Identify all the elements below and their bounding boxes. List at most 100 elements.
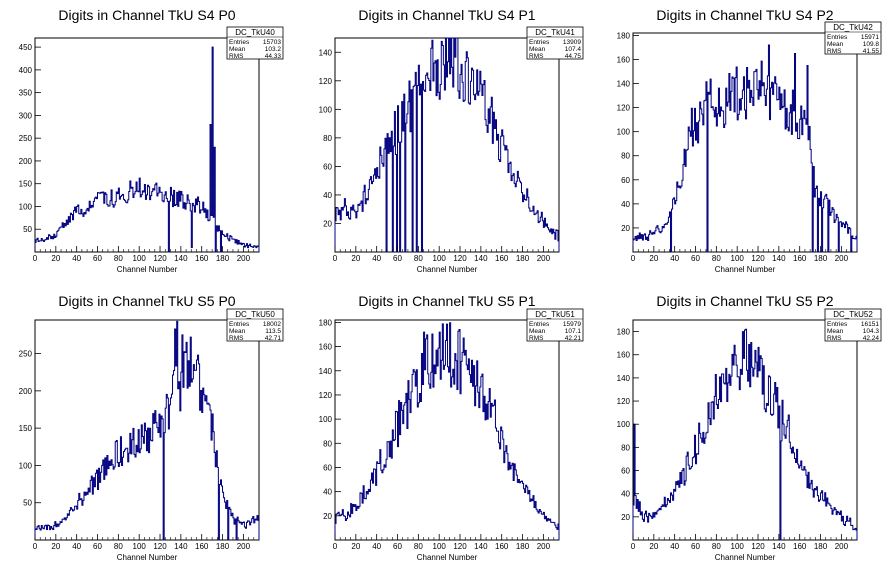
y-tick-label: 160: [617, 55, 631, 64]
stats-value-mean: 103.2: [265, 46, 282, 53]
x-tick-label: 60: [393, 254, 402, 263]
y-tick-label: 300: [19, 111, 33, 120]
x-tick-label: 0: [333, 542, 338, 551]
x-tick-label: 20: [649, 254, 658, 263]
stats-label-entries: Entries: [827, 321, 848, 328]
stats-value-entries: 18002: [263, 321, 281, 328]
stats-label-entries: Entries: [529, 39, 550, 46]
x-tick-label: 140: [474, 542, 488, 551]
y-tick-label: 40: [323, 191, 332, 200]
stats-value-mean: 107.1: [565, 328, 582, 335]
x-tick-label: 160: [793, 254, 807, 263]
x-tick-label: 40: [372, 254, 381, 263]
x-tick-label: 80: [414, 254, 423, 263]
x-tick-label: 180: [216, 254, 230, 263]
x-tick-label: 200: [835, 254, 849, 263]
chart-title: Digits in Channel TkU S4 P2: [656, 7, 833, 23]
stats-value-entries: 16151: [861, 321, 879, 328]
x-tick-label: 120: [751, 254, 765, 263]
plot-frame: [632, 319, 858, 541]
x-tick-label: 200: [237, 542, 251, 551]
y-tick-label: 150: [19, 424, 33, 433]
x-tick-label: 100: [731, 542, 745, 551]
stats-value-entries: 15703: [263, 39, 281, 46]
histogram-panel-1: Digits in Channel TkU S4 P1 0 20 40 60 80 100 1…: [319, 7, 584, 274]
stats-box-frame: [226, 308, 284, 342]
x-tick-label: 160: [793, 542, 807, 551]
x-axis-label: Channel Number: [417, 553, 478, 562]
stats-box-name: DC_TkU41: [535, 28, 575, 37]
histogram-series: [34, 320, 260, 541]
y-tick-label: 400: [19, 66, 33, 75]
stats-label-mean: Mean: [529, 328, 546, 335]
x-tick-label: 40: [72, 542, 81, 551]
y-tick-label: 200: [19, 387, 33, 396]
x-tick-label: 0: [333, 254, 338, 263]
stats-value-mean: 104.3: [863, 328, 880, 335]
y-tick-label: 140: [617, 374, 631, 383]
stats-box: DC_TkU50 Entries 18002 Mean 113.5 RMS 42.71: [226, 308, 284, 342]
x-tick-label: 200: [537, 542, 551, 551]
y-tick-label: 120: [617, 104, 631, 113]
x-tick-label: 180: [216, 542, 230, 551]
stats-value-rms: 44.75: [565, 53, 582, 60]
y-tick-label: 350: [19, 89, 33, 98]
x-tick-label: 20: [51, 254, 60, 263]
x-tick-label: 60: [393, 542, 402, 551]
x-tick-label: 40: [670, 542, 679, 551]
chart-title: Digits in Channel TkU S5 P0: [58, 293, 235, 309]
x-axis-label: Channel Number: [715, 553, 776, 562]
stats-box-name: DC_TkU50: [235, 310, 275, 319]
stats-value-entries: 15979: [563, 321, 581, 328]
x-tick-label: 60: [691, 254, 700, 263]
stats-box-name: DC_TkU51: [535, 310, 575, 319]
x-tick-label: 180: [814, 254, 828, 263]
x-tick-label: 160: [195, 254, 209, 263]
plot-frame: [34, 37, 260, 253]
y-tick-label: 60: [323, 162, 332, 171]
y-tick-label: 80: [323, 439, 332, 448]
histogram-series: [632, 44, 858, 253]
x-tick-label: 40: [72, 254, 81, 263]
x-tick-label: 180: [516, 254, 530, 263]
x-tick-label: 120: [153, 254, 167, 263]
x-tick-label: 120: [453, 542, 467, 551]
x-tick-label: 120: [751, 542, 765, 551]
x-tick-label: 40: [372, 542, 381, 551]
x-tick-label: 180: [516, 542, 530, 551]
x-tick-label: 100: [133, 254, 147, 263]
y-tick-label: 80: [323, 134, 332, 143]
histogram-panel-4: Digits in Channel TkU S5 P1 0 20 40 60 80 100 1…: [319, 293, 584, 562]
y-tick-label: 100: [319, 415, 333, 424]
stats-box-frame: [824, 21, 882, 55]
plot-frame: [34, 319, 260, 541]
y-tick-label: 80: [621, 443, 630, 452]
stats-value-rms: 42.21: [565, 335, 582, 342]
y-tick-label: 100: [19, 461, 33, 470]
y-tick-label: 250: [19, 134, 33, 143]
y-tick-label: 40: [323, 488, 332, 497]
stats-value-rms: 42.71: [265, 335, 282, 342]
stats-value-rms: 41.55: [863, 48, 880, 55]
y-tick-label: 140: [319, 48, 333, 57]
y-tick-label: 100: [19, 202, 33, 211]
x-axis-label: Channel Number: [715, 265, 776, 274]
plot-frame: [334, 37, 560, 253]
y-tick-label: 180: [319, 318, 333, 327]
plot-frame: [632, 32, 858, 253]
stats-label-rms: RMS: [229, 53, 244, 60]
x-tick-label: 100: [433, 254, 447, 263]
y-tick-label: 100: [617, 420, 631, 429]
x-tick-label: 120: [453, 254, 467, 263]
x-tick-label: 200: [537, 254, 551, 263]
histogram-panel-2: Digits in Channel TkU S4 P2 0 20 40 60 80 100 1…: [617, 7, 882, 274]
x-tick-label: 20: [649, 542, 658, 551]
y-tick-label: 40: [621, 200, 630, 209]
x-tick-label: 160: [495, 254, 509, 263]
x-tick-label: 120: [153, 542, 167, 551]
stats-value-mean: 109.8: [863, 41, 880, 48]
histogram-series: [34, 46, 260, 253]
stats-box: DC_TkU42 Entries 15971 Mean 109.8 RMS 41.55: [824, 21, 882, 55]
x-tick-label: 0: [631, 542, 636, 551]
x-tick-label: 140: [174, 542, 188, 551]
